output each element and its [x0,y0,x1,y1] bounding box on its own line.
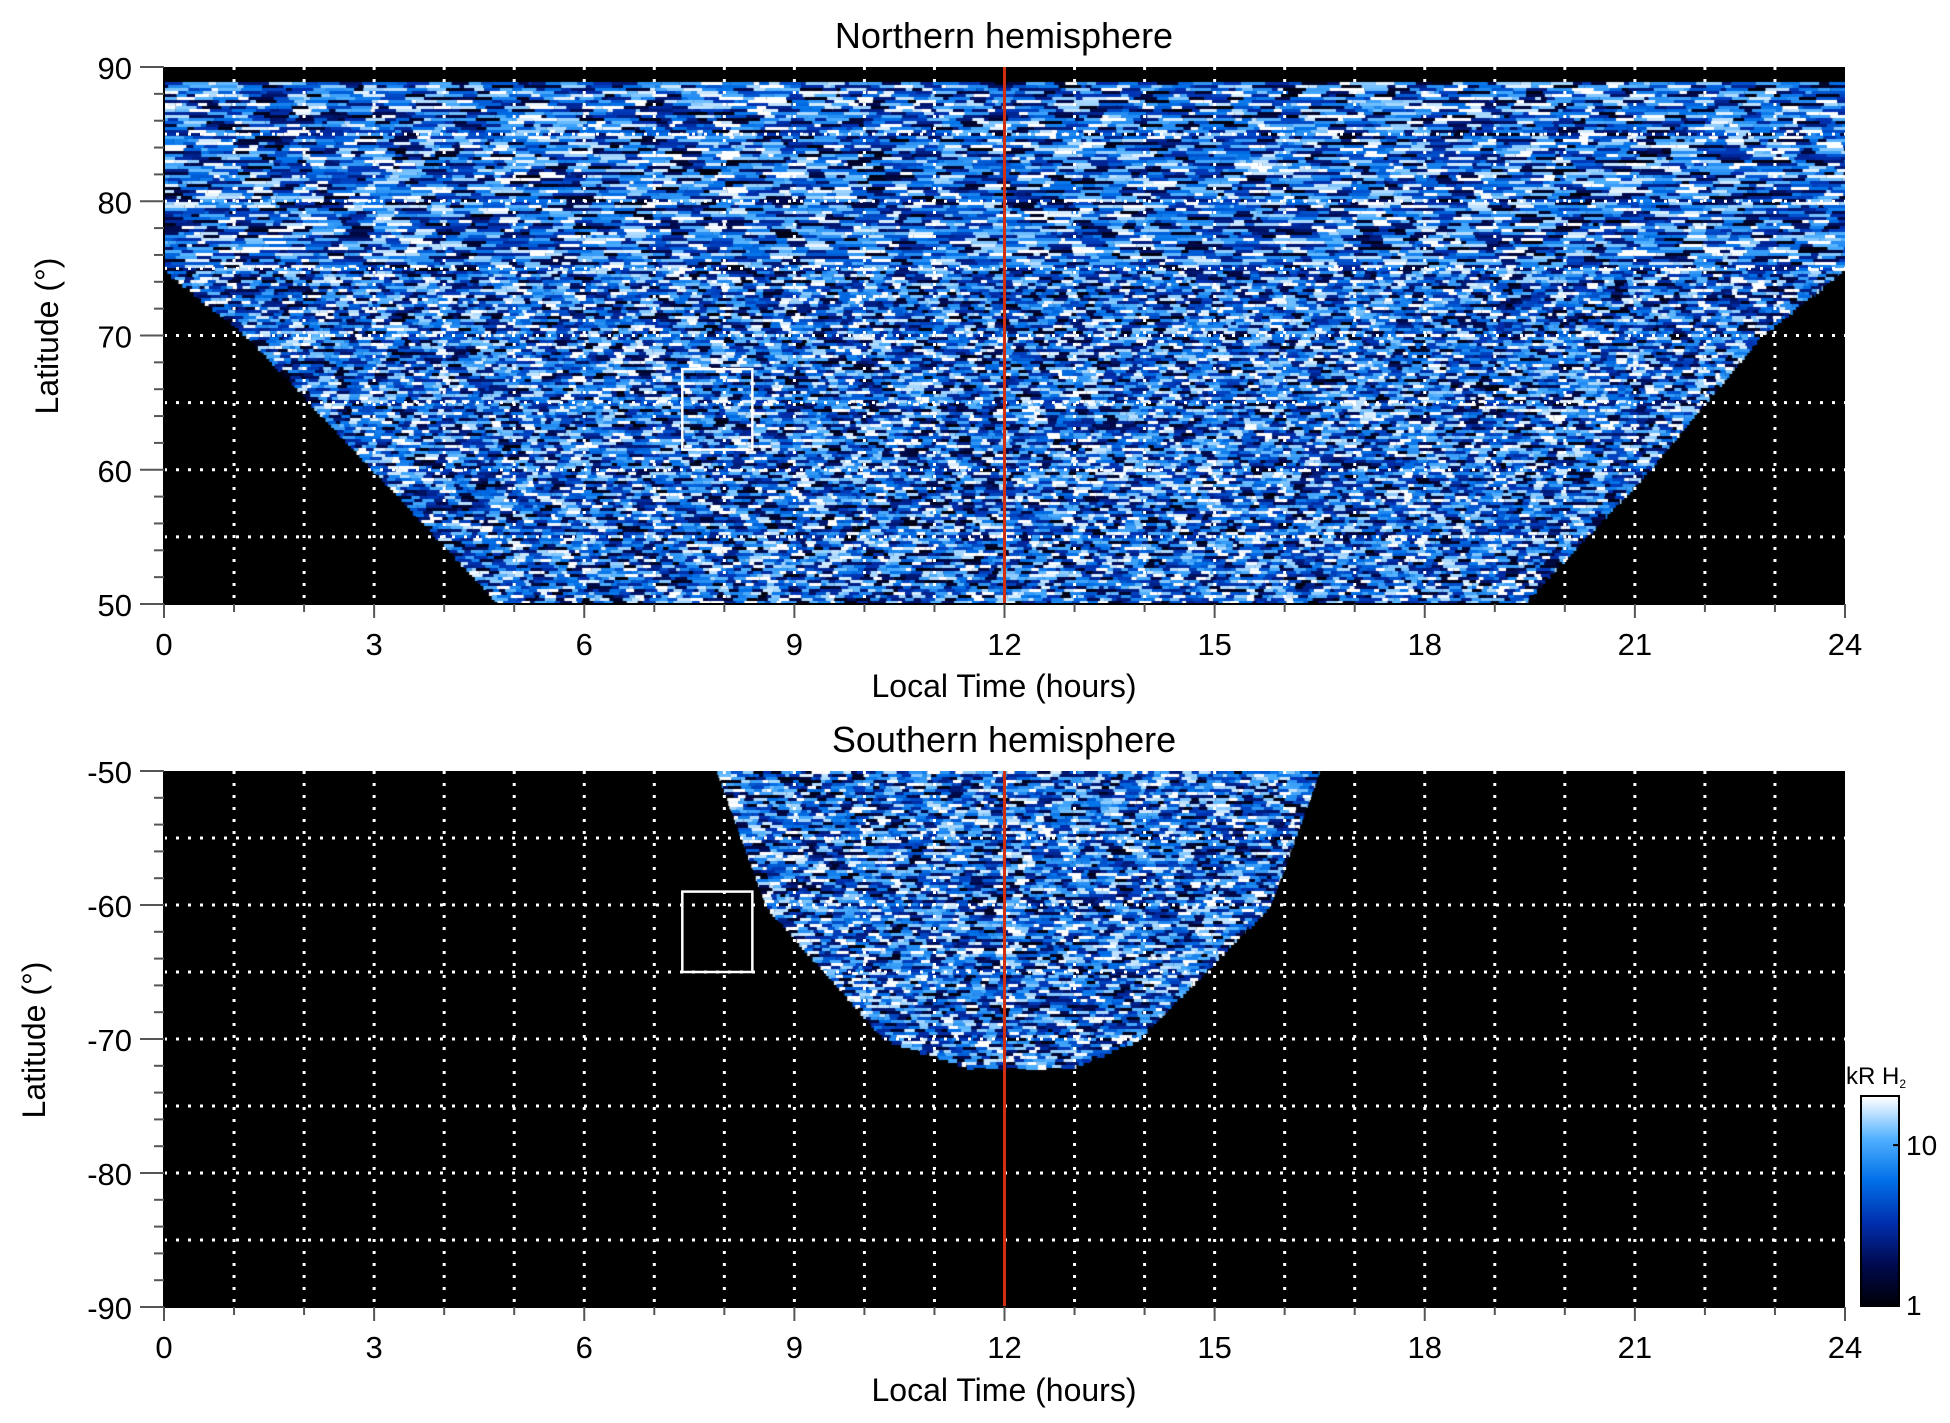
x-tick-label: 18 [1408,1330,1442,1365]
region-box [681,890,754,974]
x-tick-label: 3 [366,627,383,662]
y-tick-label: 50 [98,588,132,623]
y-tick-label: -70 [87,1023,132,1058]
y-tick-label: -60 [87,889,132,924]
colorbar-tick-label: 10 [1906,1130,1937,1161]
y-tick-label: 70 [98,320,132,355]
x-tick-label: 12 [987,1330,1021,1365]
x-tick-label: 12 [987,627,1021,662]
y-tick-label: 60 [98,454,132,489]
y-tick-label: -90 [87,1291,132,1326]
x-tick-label: 15 [1197,1330,1231,1365]
x-tick-label: 18 [1408,627,1442,662]
y-tick-label: 90 [98,51,132,86]
region-box [681,367,754,451]
north-ylabel: Latitude (°) [29,258,65,415]
x-tick-label: 24 [1828,627,1862,662]
y-tick-label: 80 [98,185,132,220]
north-xlabel: Local Time (hours) [872,668,1137,704]
x-tick-label: 21 [1618,1330,1652,1365]
colorbar-label: kR H2 [1846,1063,1906,1091]
y-tick-label: -80 [87,1157,132,1192]
x-tick-label: 3 [366,1330,383,1365]
colorbar-frame [1860,1095,1900,1307]
x-tick-label: 6 [576,627,593,662]
x-tick-label: 0 [155,627,172,662]
x-tick-label: 24 [1828,1330,1862,1365]
x-tick-label: 21 [1618,627,1652,662]
colorbar-gradient [1862,1097,1898,1305]
x-tick-label: 15 [1197,627,1231,662]
x-tick-label: 6 [576,1330,593,1365]
south-title: Southern hemisphere [832,719,1176,760]
south-xlabel: Local Time (hours) [872,1372,1137,1408]
y-tick-label: -50 [87,755,132,790]
north-title: Northern hemisphere [835,15,1173,56]
colorbar-tick-label: 1 [1906,1290,1922,1321]
x-tick-label: 0 [155,1330,172,1365]
x-tick-label: 9 [786,627,803,662]
south-ylabel: Latitude (°) [16,962,52,1119]
x-tick-label: 9 [786,1330,803,1365]
